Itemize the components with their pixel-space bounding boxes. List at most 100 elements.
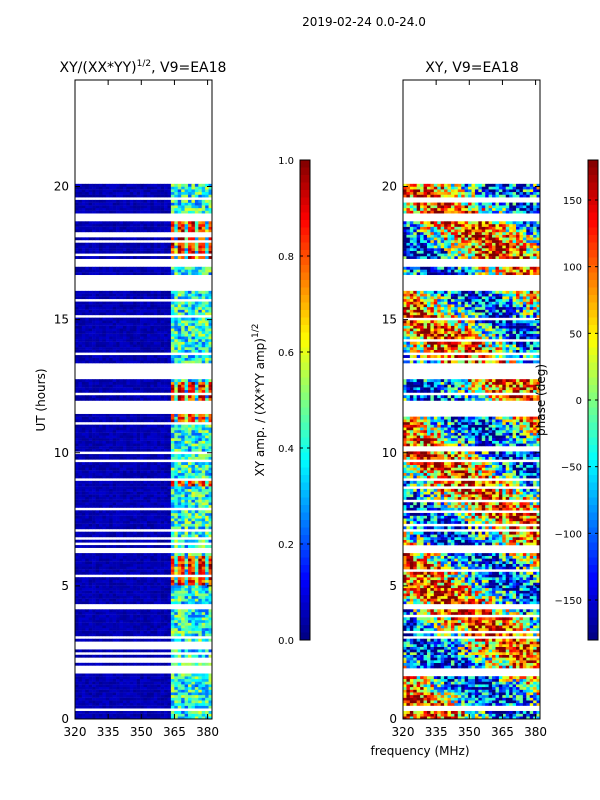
heatmap-cell xyxy=(191,320,196,324)
heatmap-cell xyxy=(184,379,189,383)
heatmap-cell xyxy=(75,512,79,516)
heatmap-cell xyxy=(85,379,89,383)
heatmap-cell xyxy=(160,499,165,503)
heatmap-cell xyxy=(174,462,179,465)
heatmap-cell xyxy=(164,520,168,524)
heatmap-cell xyxy=(112,526,117,530)
heatmap-cell xyxy=(160,633,165,637)
heatmap-cell xyxy=(184,681,189,685)
heatmap-cell xyxy=(78,558,83,562)
heatmap-cell xyxy=(184,630,189,634)
heatmap-cell xyxy=(119,628,124,631)
heatmap-cell xyxy=(85,440,89,444)
heatmap-cell xyxy=(194,475,199,479)
heatmap-cell xyxy=(205,416,209,420)
heatmap-cell xyxy=(205,515,209,519)
heatmap-cell xyxy=(198,515,203,519)
heatmap-cell xyxy=(98,716,103,720)
heatmap-cell xyxy=(208,491,213,495)
heatmap-cell xyxy=(92,611,96,615)
heatmap-cell xyxy=(105,601,110,605)
heatmap-cell xyxy=(126,689,131,693)
heatmap-cell xyxy=(133,710,137,714)
heatmap-cell xyxy=(85,710,89,714)
heatmap-cell xyxy=(116,504,120,508)
heatmap-cell xyxy=(126,290,131,294)
heatmap-cell xyxy=(109,427,113,431)
heatmap-cell xyxy=(157,456,161,460)
heatmap-cell xyxy=(122,325,127,329)
heatmap-cell xyxy=(133,384,137,388)
heatmap-cell xyxy=(85,488,89,492)
heatmap-cell xyxy=(85,438,89,441)
heatmap-cell xyxy=(181,381,185,385)
heatmap-cell xyxy=(140,504,144,508)
heatmap-cell xyxy=(188,446,192,449)
heatmap-cell xyxy=(150,566,155,570)
heatmap-cell xyxy=(129,416,134,420)
heatmap-cell xyxy=(194,296,199,300)
heatmap-cell xyxy=(188,462,192,465)
heatmap-cell xyxy=(112,381,117,385)
heatmap-cell xyxy=(129,561,134,565)
heatmap-cell xyxy=(153,571,158,575)
heatmap-cell xyxy=(146,622,151,626)
heatmap-cell xyxy=(146,523,151,527)
heatmap-cell xyxy=(140,272,144,276)
heatmap-cell xyxy=(153,504,158,508)
heatmap-cell xyxy=(184,296,189,300)
heatmap-cell xyxy=(170,430,175,433)
heatmap-cell xyxy=(102,435,107,439)
heatmap-cell xyxy=(122,609,127,613)
heatmap-cell xyxy=(157,611,161,615)
heatmap-cell xyxy=(112,558,117,562)
heatmap-cell xyxy=(122,595,127,599)
heatmap-cell xyxy=(140,531,144,535)
heatmap-cell xyxy=(164,266,168,270)
heatmap-cell xyxy=(105,266,110,270)
heatmap-cell xyxy=(164,601,168,605)
heatmap-cell xyxy=(75,427,79,431)
heatmap-cell xyxy=(181,614,185,618)
heatmap-cell xyxy=(198,419,203,423)
heatmap-cell xyxy=(88,443,93,447)
heatmap-cell xyxy=(116,590,120,594)
heatmap-cell xyxy=(88,531,93,535)
heatmap-cell xyxy=(122,293,127,297)
heatmap-cell xyxy=(205,293,209,297)
heatmap-cell xyxy=(177,427,182,431)
heatmap-cell xyxy=(140,462,144,465)
heatmap-cell xyxy=(102,598,107,602)
heatmap-cell xyxy=(109,510,113,514)
heatmap-cell xyxy=(88,662,93,666)
heatmap-cell xyxy=(198,673,203,677)
heatmap-cell xyxy=(85,499,89,503)
heatmap-cell xyxy=(170,272,175,276)
heatmap-cell xyxy=(112,312,117,316)
heatmap-cell xyxy=(201,296,206,300)
heatmap-cell xyxy=(95,598,100,602)
heatmap-cell xyxy=(105,694,110,698)
heatmap-cell xyxy=(194,472,199,476)
heatmap-cell xyxy=(116,347,120,350)
heatmap-cell xyxy=(126,587,131,591)
heatmap-cell xyxy=(105,512,110,516)
heatmap-cell xyxy=(153,512,158,516)
heatmap-cell xyxy=(95,614,100,618)
heatmap-cell xyxy=(150,630,155,634)
heatmap-cell xyxy=(208,456,213,460)
heatmap-cell xyxy=(133,464,137,468)
heatmap-cell xyxy=(201,676,206,680)
heatmap-cell xyxy=(198,325,203,329)
heatmap-cell xyxy=(170,496,175,500)
heatmap-cell xyxy=(157,614,161,618)
heatmap-cell xyxy=(198,609,203,613)
heatmap-cell xyxy=(167,611,172,615)
heatmap-cell xyxy=(136,266,141,270)
heatmap-cell xyxy=(143,424,148,428)
heatmap-cell xyxy=(201,306,206,310)
heatmap-cell xyxy=(129,587,134,591)
heatmap-cell xyxy=(184,614,189,618)
heatmap-cell xyxy=(160,435,165,439)
heatmap-cell xyxy=(191,304,196,308)
